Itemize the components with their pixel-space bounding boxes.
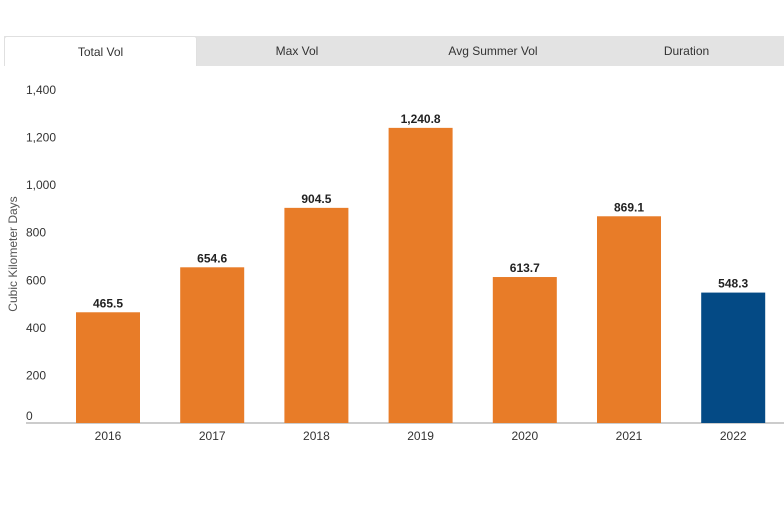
tab-avg-summer-vol[interactable]: Avg Summer Vol xyxy=(448,44,538,58)
bars: 465.5 654.6 904.5 1,240.8 613.7 869.1 548.3 xyxy=(76,112,766,424)
bar-2020[interactable] xyxy=(492,277,557,423)
x-tick-label: 2019 xyxy=(407,429,434,443)
y-axis: 0 200 400 600 800 1,000 1,200 1,400 xyxy=(26,83,56,423)
data-label: 465.5 xyxy=(93,296,123,310)
y-tick-label: 0 xyxy=(26,409,33,423)
y-tick-label: 1,000 xyxy=(26,178,56,192)
x-tick-label: 2021 xyxy=(616,429,643,443)
bar-2017[interactable] xyxy=(180,267,245,423)
y-tick-label: 800 xyxy=(26,226,46,240)
x-tick-label: 2017 xyxy=(199,429,226,443)
bar-2021[interactable] xyxy=(597,216,661,423)
x-tick-label: 2016 xyxy=(95,429,122,443)
x-tick-label: 2018 xyxy=(303,429,330,443)
y-tick-label: 200 xyxy=(26,368,46,382)
data-label: 904.5 xyxy=(301,192,331,206)
data-label: 548.3 xyxy=(718,277,748,291)
x-tick-label: 2020 xyxy=(511,429,538,443)
y-axis-label: Cubic Kilometer Days xyxy=(6,196,20,311)
y-tick-label: 400 xyxy=(26,321,46,335)
bar-2016[interactable] xyxy=(76,312,140,423)
tab-max-vol[interactable]: Max Vol xyxy=(275,44,319,58)
tab-bar: Total Vol Max Vol Avg Summer Vol Duratio… xyxy=(4,36,784,66)
data-label: 654.6 xyxy=(197,251,227,265)
bar-2022[interactable] xyxy=(701,292,766,423)
data-label: 1,240.8 xyxy=(401,112,441,126)
y-tick-label: 600 xyxy=(26,273,46,287)
tab-total-vol[interactable]: Total Vol xyxy=(4,36,197,66)
bar-2019[interactable] xyxy=(388,127,453,424)
tab-duration[interactable]: Duration xyxy=(663,44,710,58)
x-tick-label: 2022 xyxy=(720,429,747,443)
y-tick-label: 1,400 xyxy=(26,83,56,97)
y-tick-label: 1,200 xyxy=(26,131,56,145)
data-label: 869.1 xyxy=(614,200,644,214)
bar-2018[interactable] xyxy=(284,207,349,423)
x-axis: 2016 2017 2018 2019 2020 2021 2022 xyxy=(95,429,747,443)
data-label: 613.7 xyxy=(510,261,540,275)
